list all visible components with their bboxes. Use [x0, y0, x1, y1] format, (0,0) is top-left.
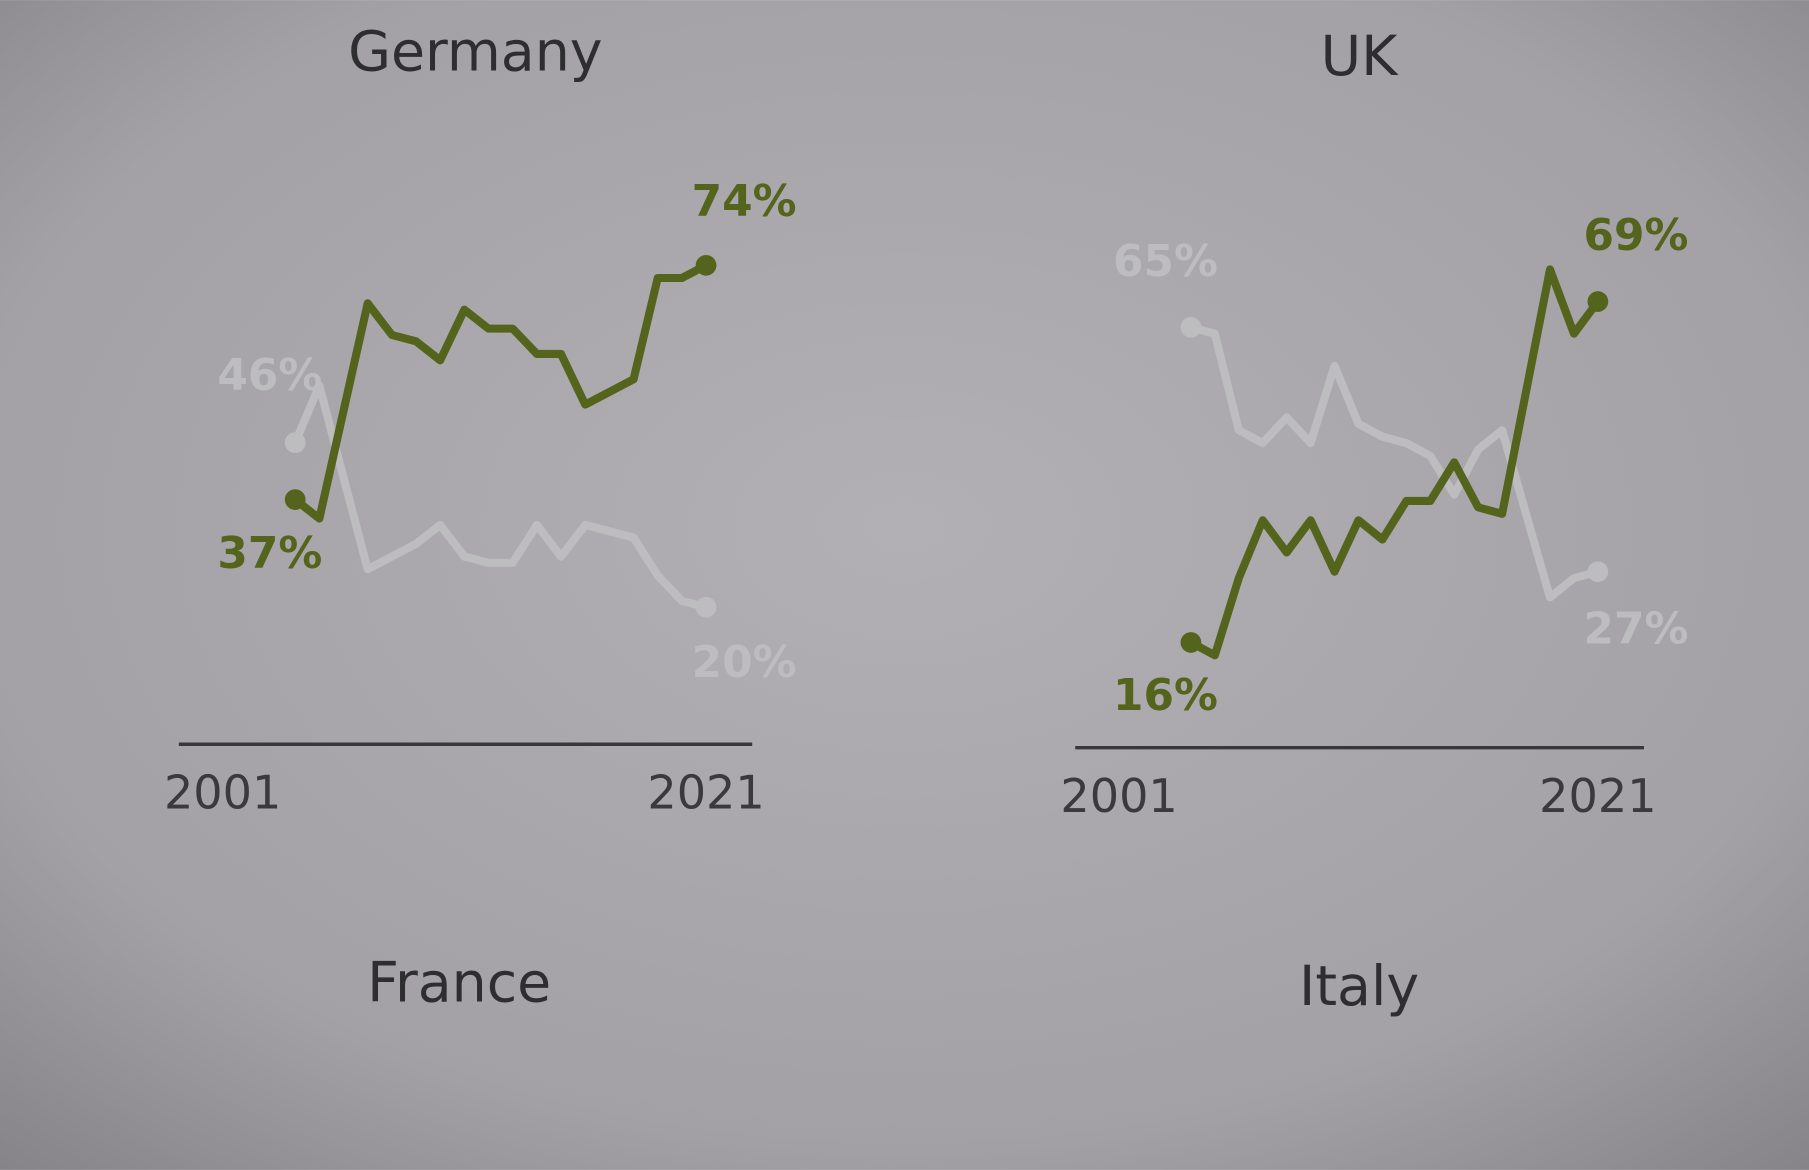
value-label: 20%: [692, 637, 797, 688]
series-line: [291, 381, 711, 612]
end-dot: [284, 432, 306, 453]
end-dot: [1587, 561, 1609, 583]
x-tick-label: 2021: [647, 766, 764, 820]
x-tick-label: 2001: [1060, 769, 1177, 823]
end-dot: [695, 254, 717, 276]
panel-title: Italy: [1299, 955, 1419, 1019]
series-line: [1186, 323, 1602, 602]
value-label: 27%: [1583, 604, 1688, 655]
value-label: 37%: [217, 528, 322, 579]
end-dot: [1180, 632, 1202, 653]
end-dot: [695, 596, 717, 618]
end-dot: [1587, 291, 1609, 312]
end-dot: [1180, 316, 1202, 338]
value-label: 74%: [692, 176, 797, 227]
x-tick-label: 2021: [1539, 769, 1656, 823]
panel-title: France: [367, 952, 551, 1016]
panel-title: UK: [1321, 25, 1400, 89]
end-dot: [284, 489, 306, 510]
value-label: 16%: [1113, 670, 1218, 721]
value-label: 46%: [217, 350, 322, 401]
value-label: 65%: [1113, 236, 1218, 287]
series-line: [291, 261, 711, 523]
series-line: [1186, 265, 1602, 660]
value-label: 69%: [1583, 210, 1688, 261]
x-tick-label: 2001: [164, 766, 281, 820]
panel-title: Germany: [348, 21, 602, 85]
